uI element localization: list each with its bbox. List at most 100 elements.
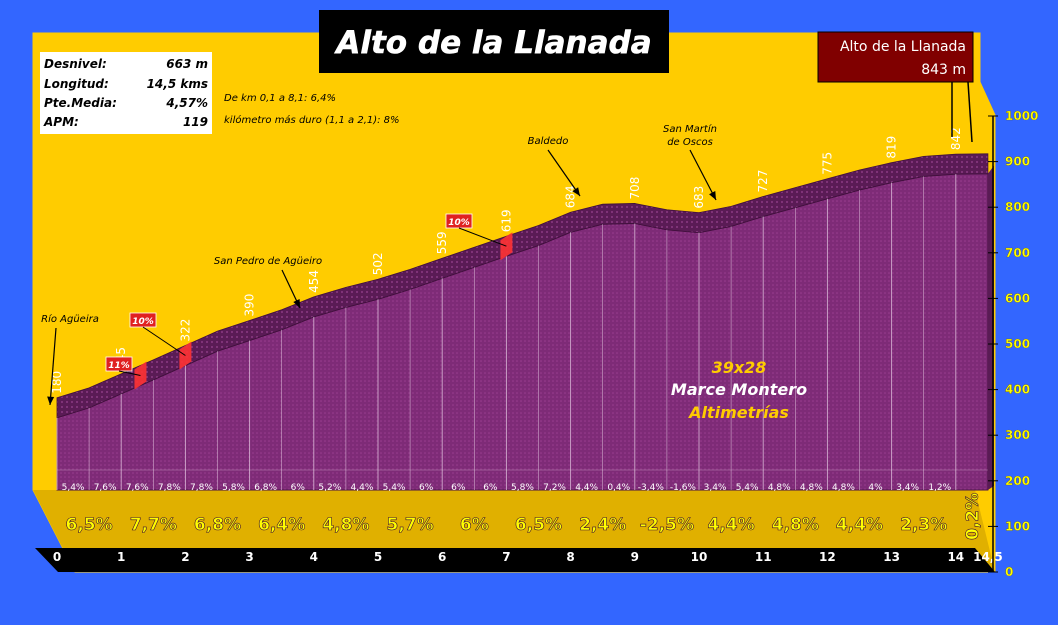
stat-label-pte-media: Pte.Media: bbox=[44, 96, 117, 110]
half-km-gradient: 7,6% bbox=[126, 483, 149, 493]
half-km-gradient: 5,8% bbox=[511, 483, 534, 493]
y-tick-label: 700 bbox=[1005, 246, 1030, 260]
km-gradient: 4,4% bbox=[836, 515, 883, 535]
steep-pointer bbox=[118, 370, 141, 376]
altitude-label: 819 bbox=[885, 136, 899, 159]
half-km-gradient: 4,8% bbox=[768, 483, 791, 493]
altitude-label: 683 bbox=[692, 186, 706, 209]
x-tick-label: 1 bbox=[117, 550, 125, 564]
half-km-gradient: 7,2% bbox=[543, 483, 566, 493]
km-gradient: 6,5% bbox=[515, 515, 562, 535]
label-layer: 1802453223904545025596196847086837277758… bbox=[41, 123, 983, 540]
km-gradient: 6,4% bbox=[258, 515, 305, 535]
km-gradient: 4,8% bbox=[772, 515, 819, 535]
x-tick-label: 5 bbox=[374, 550, 382, 564]
x-tick-label: 2 bbox=[181, 550, 189, 564]
stat-label-apm: APM: bbox=[43, 115, 79, 129]
steep-label: 10% bbox=[132, 317, 154, 327]
place-label: Baldedo bbox=[528, 136, 569, 147]
note-average: De km 0,1 a 8,1: 6,4% bbox=[224, 93, 336, 104]
x-tick-label: 11 bbox=[755, 550, 772, 564]
y-tick-label: 1000 bbox=[1005, 109, 1038, 123]
half-km-gradient: 3,4% bbox=[704, 483, 727, 493]
half-km-gradient: 6% bbox=[451, 483, 466, 493]
x-tick-label: 4 bbox=[310, 550, 318, 564]
place-pointer bbox=[547, 149, 581, 197]
stat-value-longitud: 14,5 kms bbox=[147, 77, 208, 91]
y-tick-label: 900 bbox=[1005, 155, 1030, 169]
half-km-gradient: 5,4% bbox=[62, 483, 85, 493]
altitude-label: 775 bbox=[820, 152, 834, 175]
place-label: San Pedro de Agüeiro bbox=[214, 256, 322, 267]
credit-author: Marce Montero bbox=[671, 380, 807, 399]
note-hardest-km: kilómetro más duro (1,1 a 2,1): 8% bbox=[224, 114, 400, 126]
place-arrowhead bbox=[293, 299, 300, 308]
km-gradient: 2,3% bbox=[900, 515, 947, 535]
km-gradient: 2,4% bbox=[579, 515, 626, 535]
stat-label-desnivel: Desnivel: bbox=[44, 57, 107, 71]
half-km-gradient: 4% bbox=[868, 483, 883, 493]
km-gradient: -2,5% bbox=[640, 515, 694, 535]
stat-value-apm: 119 bbox=[183, 115, 208, 129]
half-km-gradient: -1,6% bbox=[670, 483, 697, 493]
altitude-label: 727 bbox=[756, 170, 770, 193]
place-pointer bbox=[689, 149, 717, 201]
x-tick-label: 14 bbox=[947, 550, 964, 564]
stat-value-pte-media: 4,57% bbox=[165, 96, 208, 110]
half-km-gradient: 5,4% bbox=[383, 483, 406, 493]
y-tick-label: 0 bbox=[1005, 565, 1013, 579]
steep-pointer bbox=[458, 227, 507, 247]
credit-ratio: 39x28 bbox=[712, 358, 767, 377]
half-km-gradient: 3,4% bbox=[896, 483, 919, 493]
summit-altitude: 843 m bbox=[921, 62, 966, 78]
altitude-label: 454 bbox=[307, 270, 321, 293]
km-gradient: 5,7% bbox=[387, 515, 434, 535]
x-tick-label: 13 bbox=[883, 550, 900, 564]
x-tick-label: 12 bbox=[819, 550, 836, 564]
stat-value-desnivel: 663 m bbox=[166, 57, 208, 71]
place-label: Río Agüeira bbox=[41, 313, 99, 325]
altitude-label: 180 bbox=[50, 371, 64, 394]
y-tick-label: 800 bbox=[1005, 200, 1030, 214]
x-tick-label: 3 bbox=[245, 550, 253, 564]
half-km-gradient: 0,4% bbox=[607, 483, 630, 493]
chart-title: Alto de la Llanada bbox=[333, 25, 651, 61]
altitude-label: 502 bbox=[371, 252, 385, 275]
half-km-gradient: 7,8% bbox=[190, 483, 213, 493]
altitude-label: 559 bbox=[435, 231, 449, 254]
km-gradient: 6% bbox=[460, 515, 489, 535]
y-tick-label: 100 bbox=[1005, 519, 1030, 533]
half-km-gradient: 4,4% bbox=[351, 483, 374, 493]
profile-layer bbox=[56, 153, 994, 491]
half-km-gradient: 5,2% bbox=[318, 483, 341, 493]
altitude-label: 842 bbox=[949, 127, 963, 150]
steep-label: 10% bbox=[448, 218, 470, 228]
half-km-gradient: 6% bbox=[291, 483, 306, 493]
steep-section-2 bbox=[500, 232, 513, 261]
stat-label-longitud: Longitud: bbox=[44, 77, 109, 91]
steep-pointer bbox=[142, 326, 186, 356]
place-arrowhead bbox=[572, 187, 580, 196]
half-km-gradient: 4,4% bbox=[575, 483, 598, 493]
km-gradient: 7,7% bbox=[130, 515, 177, 535]
stats-box bbox=[40, 52, 212, 134]
half-km-gradient: 6% bbox=[483, 483, 498, 493]
y-tick-label: 300 bbox=[1005, 428, 1030, 442]
half-km-gradient: 1,2% bbox=[928, 483, 951, 493]
steep-label: 11% bbox=[108, 361, 130, 371]
half-km-gradient: 6% bbox=[419, 483, 434, 493]
x-tick-label: 0 bbox=[53, 550, 61, 564]
axis-layer: 0 1 2 3 4 5 6 7 8 9 10 11 12 13 14 14,50100200300400500… bbox=[53, 109, 1039, 579]
km-gradient: 6,5% bbox=[66, 515, 113, 535]
km-gradient: 4,8% bbox=[322, 515, 369, 535]
altitude-label: 708 bbox=[628, 177, 642, 200]
altitude-label: 619 bbox=[499, 209, 513, 232]
title-box bbox=[319, 10, 669, 73]
stats-table: Desnivel: 663 m Longitud: 14,5 kms Pte.M… bbox=[43, 57, 208, 129]
credit-brand: Altimetrías bbox=[687, 403, 789, 422]
half-km-gradient: -3,4% bbox=[638, 483, 665, 493]
summit-name: Alto de la Llanada bbox=[840, 39, 966, 55]
x-tick-label: 6 bbox=[438, 550, 446, 564]
half-km-gradient: 7,6% bbox=[94, 483, 117, 493]
